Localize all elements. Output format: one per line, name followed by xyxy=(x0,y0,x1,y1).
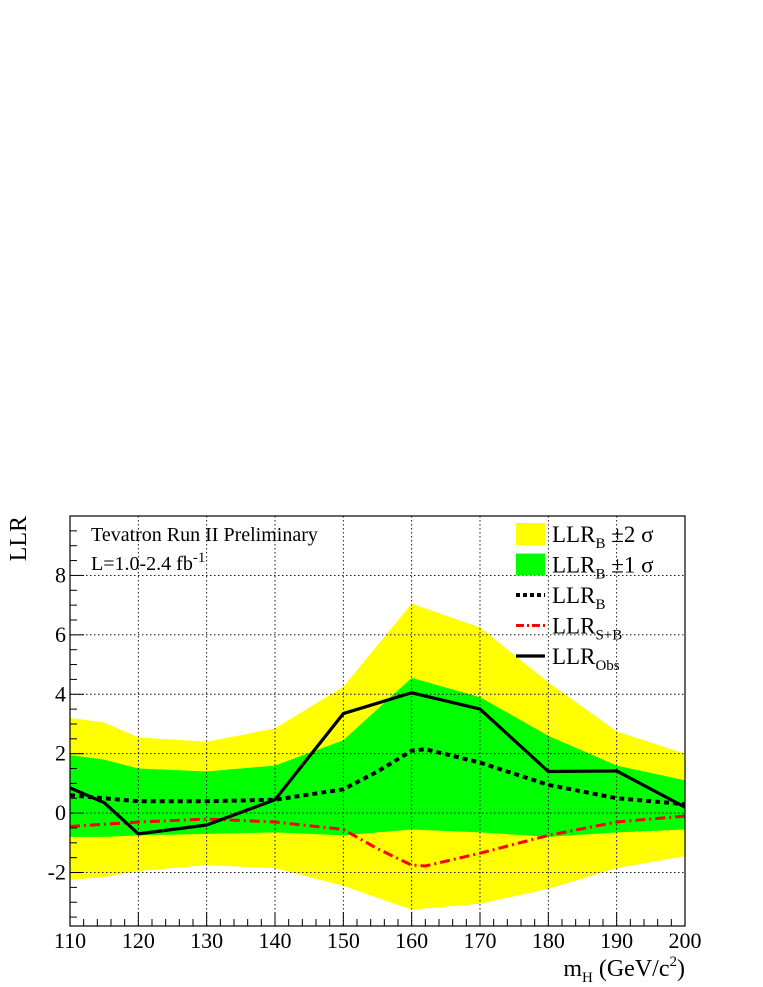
x-axis-title: mH (GeV/c2) xyxy=(563,954,685,986)
legend-label-main: LLR xyxy=(552,553,596,578)
legend-swatch xyxy=(516,523,545,545)
x-axis-title-close: ) xyxy=(677,956,685,982)
grid-layer xyxy=(70,516,685,926)
labels-layer: 110 120 130 140 150 160 170 180 190 200 -2 0 2 4 6 8 mH … xyxy=(6,516,702,986)
x-tick-label: 160 xyxy=(395,928,428,953)
y-tick-label: 0 xyxy=(55,800,66,825)
x-tick-label: 150 xyxy=(327,928,360,953)
annotation-line2: L=1.0-2.4 fb-1 xyxy=(91,550,205,575)
ticks-layer xyxy=(69,530,686,926)
lines-layer xyxy=(69,691,686,868)
legend-label-sub: B xyxy=(595,536,605,552)
legend-label-sub: S+B xyxy=(595,628,622,644)
x-axis-title-sup: 2 xyxy=(670,954,678,970)
annotation-line2-main: L=1.0-2.4 fb xyxy=(91,553,193,575)
legend-label: LLRB ±2 σ xyxy=(552,522,654,552)
annotation-line2-sup: -1 xyxy=(193,550,206,566)
legend-label-suffix: ±2 σ xyxy=(605,522,654,547)
series-line xyxy=(69,691,686,836)
legend-label-main: LLR xyxy=(552,644,596,669)
x-tick-label: 190 xyxy=(600,928,633,953)
legend-label-suffix: ±1 σ xyxy=(605,553,654,578)
bands-layer xyxy=(70,603,685,910)
series-line xyxy=(69,747,686,807)
x-tick-label: 180 xyxy=(532,928,565,953)
x-tick-label: 130 xyxy=(190,928,223,953)
y-tick-label: 4 xyxy=(55,681,66,706)
y-tick-label: -2 xyxy=(48,860,66,885)
annotation: Tevatron Run II Preliminary L=1.0-2.4 fb-… xyxy=(91,524,318,575)
legend-label: LLRObs xyxy=(552,644,620,674)
x-tick-label: 140 xyxy=(259,928,292,953)
x-axis-title-sub: H xyxy=(582,970,593,986)
legend-label: LLRS+B xyxy=(552,614,622,644)
x-tick-label: 120 xyxy=(122,928,155,953)
legend-label: LLRB xyxy=(552,583,605,613)
annotation-line1: Tevatron Run II Preliminary xyxy=(91,524,318,546)
y-tick-label: 6 xyxy=(55,622,66,647)
y-axis-title: LLR xyxy=(6,516,32,561)
legend-label-main: LLR xyxy=(552,614,596,639)
legend-label-main: LLR xyxy=(552,522,596,547)
x-tick-label: 170 xyxy=(464,928,497,953)
x-axis-title-main: m xyxy=(563,956,582,982)
legend-label-sub: B xyxy=(595,567,605,583)
legend-swatch xyxy=(516,553,545,576)
legend-label-main: LLR xyxy=(552,583,596,608)
legend-label: LLRB ±1 σ xyxy=(552,553,654,583)
band-1sigma xyxy=(70,677,685,837)
legend-label-sub: B xyxy=(595,597,605,613)
legend-label-sub: Obs xyxy=(595,658,619,674)
series-line xyxy=(69,814,686,868)
x-axis-title-rest: (GeV/c xyxy=(593,956,670,982)
plot-frame xyxy=(69,515,686,927)
y-tick-label: 2 xyxy=(55,741,66,766)
y-tick-label: 8 xyxy=(55,562,66,587)
x-tick-label: 200 xyxy=(669,928,702,953)
x-tick-label: 110 xyxy=(54,928,86,953)
